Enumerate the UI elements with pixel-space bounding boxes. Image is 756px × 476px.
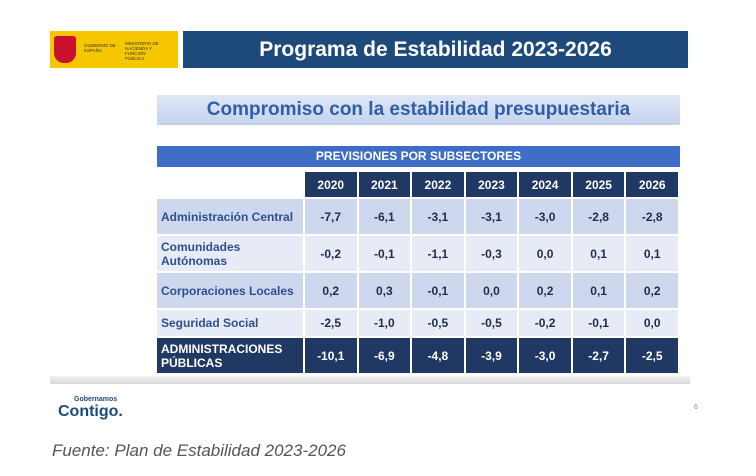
cell: 0,0 [465, 273, 518, 308]
table: PREVISIONES POR SUBSECTORES 2020 2021 2022… [157, 146, 680, 375]
cell: -0,1 [412, 273, 464, 308]
cell: 0,1 [626, 236, 678, 271]
divider [50, 376, 690, 384]
cell: -4,8 [412, 338, 464, 373]
row-label: Comunidades Autónomas [157, 236, 303, 271]
column-header: 2023 [465, 172, 518, 197]
column-header: 2020 [304, 172, 357, 197]
cell: -3,1 [412, 199, 464, 234]
cell: -6,1 [358, 199, 411, 234]
row-label: Administración Central [157, 199, 303, 234]
crest [54, 36, 76, 63]
cell: 0,2 [626, 273, 678, 308]
cell: -0,2 [519, 310, 571, 336]
table-row: Administración Central -7,7 -6,1 -3,1 -3,1 -3… [157, 199, 680, 234]
cell: -0,1 [572, 310, 625, 336]
table-row: Corporaciones Locales 0,2 0,3 -0,1 0,0 0,2 0,1… [157, 273, 680, 308]
cell: -3,0 [519, 199, 571, 234]
cell: -10,1 [304, 338, 357, 373]
cell: -2,5 [304, 310, 357, 336]
cell: -2,8 [572, 199, 625, 234]
subtitle: Compromiso con la estabilidad presupuest… [157, 95, 680, 125]
logo-text: MINISTERIO DE HACIENDA Y FUNCIÓN PÚBLICA [125, 41, 159, 61]
table-row: ADMINISTRACIONES PÚBLICAS -10,1 -6,9 -4,8 -3… [157, 338, 680, 373]
cell: -1,0 [358, 310, 411, 336]
table-caption: PREVISIONES POR SUBSECTORES [157, 146, 680, 167]
cell: -0,3 [465, 236, 518, 271]
cell: -0,5 [465, 310, 518, 336]
cell: 0,2 [304, 273, 357, 308]
gov-logo: GOBIERNO DE ESPAÑA MINISTERIO DE HACIEND… [50, 31, 178, 68]
cell: -7,7 [304, 199, 357, 234]
footer-logo: Gobernamos [74, 396, 118, 403]
cell: 0,3 [358, 273, 411, 308]
header-blank [157, 172, 303, 197]
cell: -0,1 [358, 236, 411, 271]
cell: 0,2 [519, 273, 571, 308]
column-header: 2022 [412, 172, 464, 197]
cell: -3,9 [465, 338, 518, 373]
cell: -1,1 [412, 236, 464, 271]
cell: -2,5 [626, 338, 678, 373]
column-header: 2024 [519, 172, 571, 197]
table-row: Comunidades Autónomas -0,2 -0,1 -1,1 -0,3 0,0… [157, 236, 680, 271]
cell: 0,1 [572, 273, 625, 308]
column-header: 2026 [626, 172, 678, 197]
title: Programa de Estabilidad 2023-2026 [183, 31, 688, 68]
cell: -0,5 [412, 310, 464, 336]
logo-text: GOBIERNO DE ESPAÑA [84, 43, 116, 53]
cell: -3,1 [465, 199, 518, 234]
cell: -2,8 [626, 199, 678, 234]
cell: -3,0 [519, 338, 571, 373]
cell: -0,2 [304, 236, 357, 271]
footer-logo: Contigo. [58, 403, 123, 420]
row-label: ADMINISTRACIONES PÚBLICAS [157, 338, 303, 373]
row-label: Corporaciones Locales [157, 273, 303, 308]
source: Fuente: Plan de Estabilidad 2023-2026 [52, 441, 346, 460]
cell: -2,7 [572, 338, 625, 373]
cell: -6,9 [358, 338, 411, 373]
cell: 0,1 [572, 236, 625, 271]
column-header: 2021 [358, 172, 411, 197]
page-number: 6 [694, 404, 698, 411]
cell: 0,0 [626, 310, 678, 336]
row-label: Seguridad Social [157, 310, 303, 336]
column-header: 2025 [572, 172, 625, 197]
table-row: Seguridad Social -2,5 -1,0 -0,5 -0,5 -0,2 -0,1… [157, 310, 680, 336]
cell: 0,0 [519, 236, 571, 271]
header-row: 2020 2021 2022 2023 2024 2025 2026 [157, 172, 680, 197]
